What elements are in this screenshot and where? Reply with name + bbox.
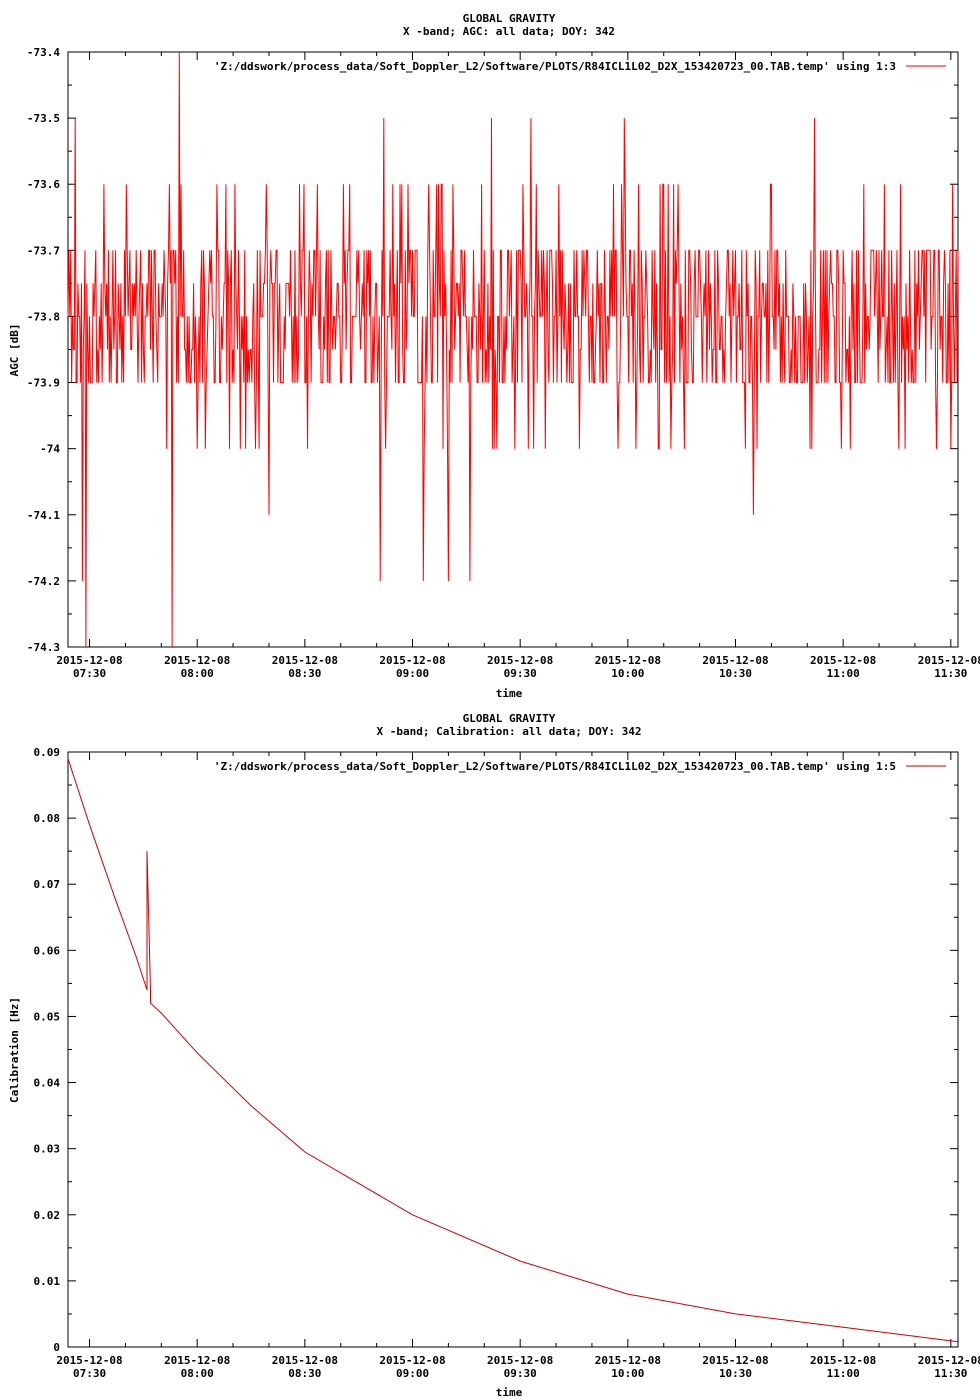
- y-tick-label: -73.7: [27, 244, 60, 257]
- y-axis-label: AGC [dB]: [8, 324, 21, 377]
- y-axis-label: Calibration [Hz]: [8, 997, 21, 1103]
- y-tick-label: -73.6: [27, 178, 60, 191]
- x-tick-date-label: 2015-12-08: [379, 654, 445, 667]
- x-tick-time-label: 09:00: [396, 667, 429, 680]
- chart-title: GLOBAL GRAVITY: [463, 12, 556, 25]
- x-tick-time-label: 08:30: [288, 1367, 321, 1380]
- x-tick-time-label: 07:30: [73, 1367, 106, 1380]
- x-tick-time-label: 09:00: [396, 1367, 429, 1380]
- y-tick-label: 0.02: [34, 1209, 61, 1222]
- x-tick-time-label: 10:00: [611, 1367, 644, 1380]
- y-tick-label: -74.2: [27, 575, 60, 588]
- x-tick-date-label: 2015-12-08: [164, 1354, 230, 1367]
- y-tick-label: -73.8: [27, 310, 60, 323]
- x-tick-date-label: 2015-12-08: [918, 654, 980, 667]
- x-tick-time-label: 11:00: [827, 1367, 860, 1380]
- y-tick-label: -73.4: [27, 46, 60, 59]
- x-tick-date-label: 2015-12-08: [164, 654, 230, 667]
- x-tick-date-label: 2015-12-08: [595, 1354, 661, 1367]
- x-tick-time-label: 07:30: [73, 667, 106, 680]
- chart-subtitle: X -band; AGC: all data; DOY: 342: [403, 25, 615, 38]
- x-tick-date-label: 2015-12-08: [487, 1354, 553, 1367]
- x-tick-date-label: 2015-12-08: [272, 1354, 338, 1367]
- x-tick-time-label: 09:30: [504, 1367, 537, 1380]
- y-tick-label: -74.3: [27, 641, 60, 654]
- x-tick-date-label: 2015-12-08: [810, 1354, 876, 1367]
- x-tick-date-label: 2015-12-08: [810, 654, 876, 667]
- data-series-line: [67, 51, 959, 648]
- x-tick-date-label: 2015-12-08: [918, 1354, 980, 1367]
- y-tick-label: 0.04: [34, 1077, 61, 1090]
- y-tick-label: 0.03: [34, 1143, 61, 1156]
- y-tick-label: 0: [53, 1341, 60, 1354]
- x-tick-time-label: 11:00: [827, 667, 860, 680]
- legend-label: 'Z:/ddswork/process_data/Soft_Doppler_L2…: [214, 760, 896, 773]
- x-tick-time-label: 08:00: [181, 667, 214, 680]
- y-tick-label: -73.9: [27, 377, 60, 390]
- y-tick-label: 0.05: [34, 1010, 61, 1023]
- x-tick-time-label: 10:30: [719, 667, 752, 680]
- chart-subtitle: X -band; Calibration: all data; DOY: 342: [377, 725, 642, 738]
- x-tick-date-label: 2015-12-08: [379, 1354, 445, 1367]
- x-tick-date-label: 2015-12-08: [702, 1354, 768, 1367]
- y-tick-label: 0.08: [34, 812, 61, 825]
- x-tick-time-label: 08:30: [288, 667, 321, 680]
- x-tick-date-label: 2015-12-08: [702, 654, 768, 667]
- x-axis-label: time: [496, 687, 523, 700]
- data-series-line: [67, 758, 959, 1343]
- x-tick-date-label: 2015-12-08: [272, 654, 338, 667]
- x-tick-time-label: 11:30: [934, 667, 967, 680]
- x-tick-date-label: 2015-12-08: [56, 654, 122, 667]
- x-tick-date-label: 2015-12-08: [595, 654, 661, 667]
- y-tick-label: -74: [40, 443, 60, 456]
- x-tick-time-label: 10:00: [611, 667, 644, 680]
- x-tick-time-label: 08:00: [181, 1367, 214, 1380]
- legend-label: 'Z:/ddswork/process_data/Soft_Doppler_L2…: [214, 60, 896, 73]
- y-tick-label: 0.09: [34, 746, 61, 759]
- x-tick-date-label: 2015-12-08: [487, 654, 553, 667]
- y-tick-label: -74.1: [27, 509, 60, 522]
- y-tick-label: -73.5: [27, 112, 60, 125]
- x-tick-time-label: 09:30: [504, 667, 537, 680]
- chart-title: GLOBAL GRAVITY: [463, 712, 556, 725]
- y-tick-label: 0.01: [34, 1275, 61, 1288]
- x-axis-label: time: [496, 1386, 523, 1399]
- x-tick-time-label: 11:30: [934, 1367, 967, 1380]
- x-tick-time-label: 10:30: [719, 1367, 752, 1380]
- y-tick-label: 0.06: [34, 944, 61, 957]
- y-tick-label: 0.07: [34, 878, 61, 891]
- x-tick-date-label: 2015-12-08: [56, 1354, 122, 1367]
